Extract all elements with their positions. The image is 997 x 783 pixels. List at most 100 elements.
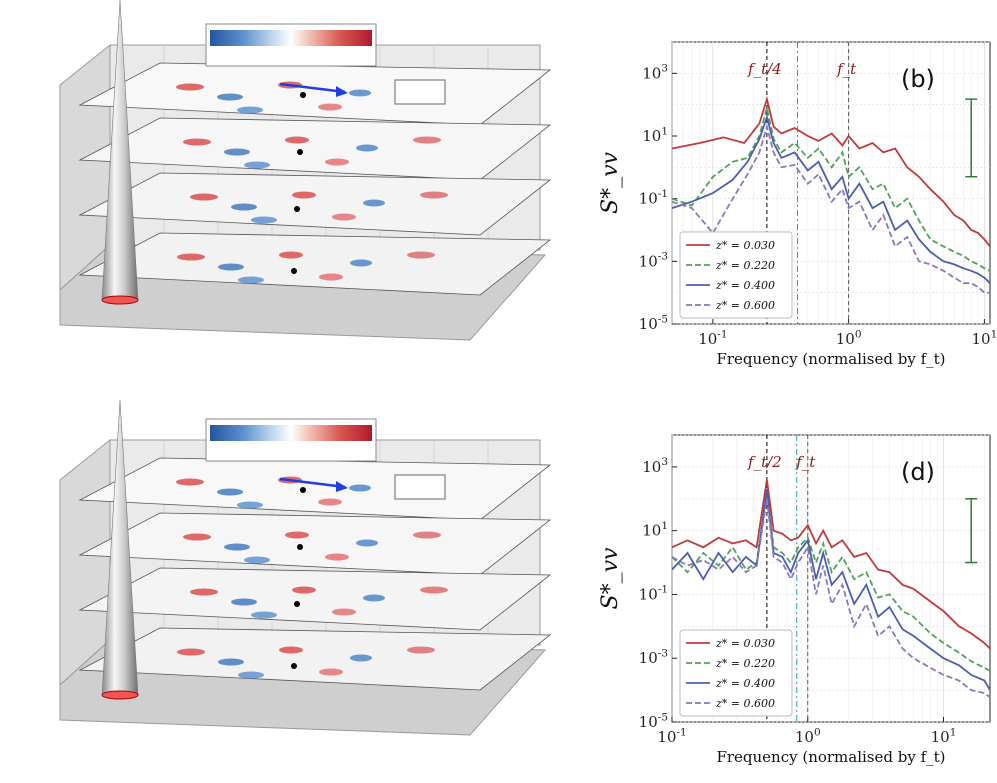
cone-base [101,690,139,700]
vorticity-blob [318,103,342,111]
vorticity-blob [325,553,349,561]
cone-base [101,295,139,305]
vorticity-blob [413,136,441,144]
slice-plane [78,567,552,631]
vorticity-blob [217,488,243,496]
probe-point [291,268,297,274]
probe-point [294,206,300,212]
x-tick-label: 101 [971,328,997,348]
vorticity-blob [218,658,244,666]
vorticity-blob [319,273,343,281]
legend-label: z* = 0.600 [715,697,775,710]
reference-line-label: f_t [795,453,816,471]
probe-point [300,92,306,98]
legend-label: z* = 0.220 [715,657,775,670]
x-tick-label: 100 [795,726,821,746]
vorticity-blob [349,484,371,492]
vorticity-blob [238,276,264,284]
reference-line-label: f_t/4 [747,60,782,78]
colorbar [210,425,372,441]
spectrum-chart-d: 10-5 10-3 10-1 101 103 10-1 100 101 f_t/2 f_t z* =… [598,434,991,766]
series-line [671,113,991,284]
vorticity-blob [325,158,349,166]
y-axis-title: S*_vv [598,547,623,610]
y-tick-label: 101 [642,520,668,540]
slice-plane [78,172,552,236]
vorticity-blob [350,654,372,662]
x-axis-title: Frequency (normalised by f_t) [716,350,945,368]
vorticity-blob [356,144,378,152]
y-tick-label: 101 [642,125,668,145]
flow-arrow [279,477,346,489]
legend-label: z* = 0.030 [715,637,775,650]
flow-arrow [279,82,346,94]
y-tick-label: 10-5 [639,711,668,731]
vorticity-blob [285,531,309,539]
flow-arrow-head [336,86,348,97]
probe-point [297,544,303,550]
vorticity-blob [244,556,270,564]
vorticity-blob [350,259,372,267]
series-line [671,493,991,672]
slice-plane [78,117,552,181]
vorticity-blob [190,193,218,201]
reference-line-label: f_t [836,60,857,78]
series-line [671,479,991,650]
vorticity-blob [177,648,205,656]
flow-arrow-head [336,481,348,492]
vorticity-blob [363,594,385,602]
panel-label: (d) [901,458,935,486]
vorticity-blob [332,213,356,221]
probe-point [294,601,300,607]
y-tick-label: 103 [642,456,668,476]
y-tick-label: 10-5 [639,313,668,333]
vorticity-blob [285,136,309,144]
vorticity-blob [279,646,303,654]
y-tick-label: 10-1 [639,188,668,208]
vorticity-blob [349,89,371,97]
vorticity-blob [420,586,448,594]
vorticity-blob [237,501,263,509]
legend-box [394,474,446,500]
legend-box [394,79,446,105]
y-tick-label: 10-3 [639,251,668,271]
vorticity-3d-panel-c [59,399,552,736]
series-line [671,107,991,272]
series-line [671,123,990,294]
y-tick-label: 10-3 [639,647,668,667]
vorticity-blob [244,161,270,169]
vorticity-blob [183,533,211,541]
colorbar [210,30,372,46]
vorticity-blob [363,199,385,207]
spectrum-chart-b: 10-5 10-3 10-1 101 103 10-1 100 101 f_t/4 f_t z* =… [598,41,997,368]
slice-plane [78,512,552,576]
vorticity-blob [318,498,342,506]
vorticity-blob [176,478,204,486]
legend-label: z* = 0.220 [715,259,775,272]
vorticity-blob [231,203,257,211]
vorticity-blob [237,106,263,114]
legend-box [679,629,793,717]
vorticity-blob [218,263,244,271]
y-axis-title: S*_vv [598,151,623,214]
vorticity-blob [177,253,205,261]
vorticity-blob [292,586,316,594]
y-tick-label: 103 [642,63,668,83]
x-tick-label: 10-1 [657,726,686,746]
series-line [671,95,991,247]
vorticity-blob [413,531,441,539]
x-tick-label: 10-1 [698,328,727,348]
vorticity-blob [251,611,277,619]
legend-box [679,231,793,319]
vorticity-blob [238,671,264,679]
legend-label: z* = 0.030 [715,239,775,252]
x-tick-label: 100 [836,328,862,348]
vorticity-blob [183,138,211,146]
vorticity-blob [224,148,250,156]
vorticity-blob [176,83,204,91]
vorticity-blob [231,598,257,606]
vorticity-blob [279,251,303,259]
panel-label: (b) [901,65,935,93]
y-tick-label: 10-1 [639,584,668,604]
